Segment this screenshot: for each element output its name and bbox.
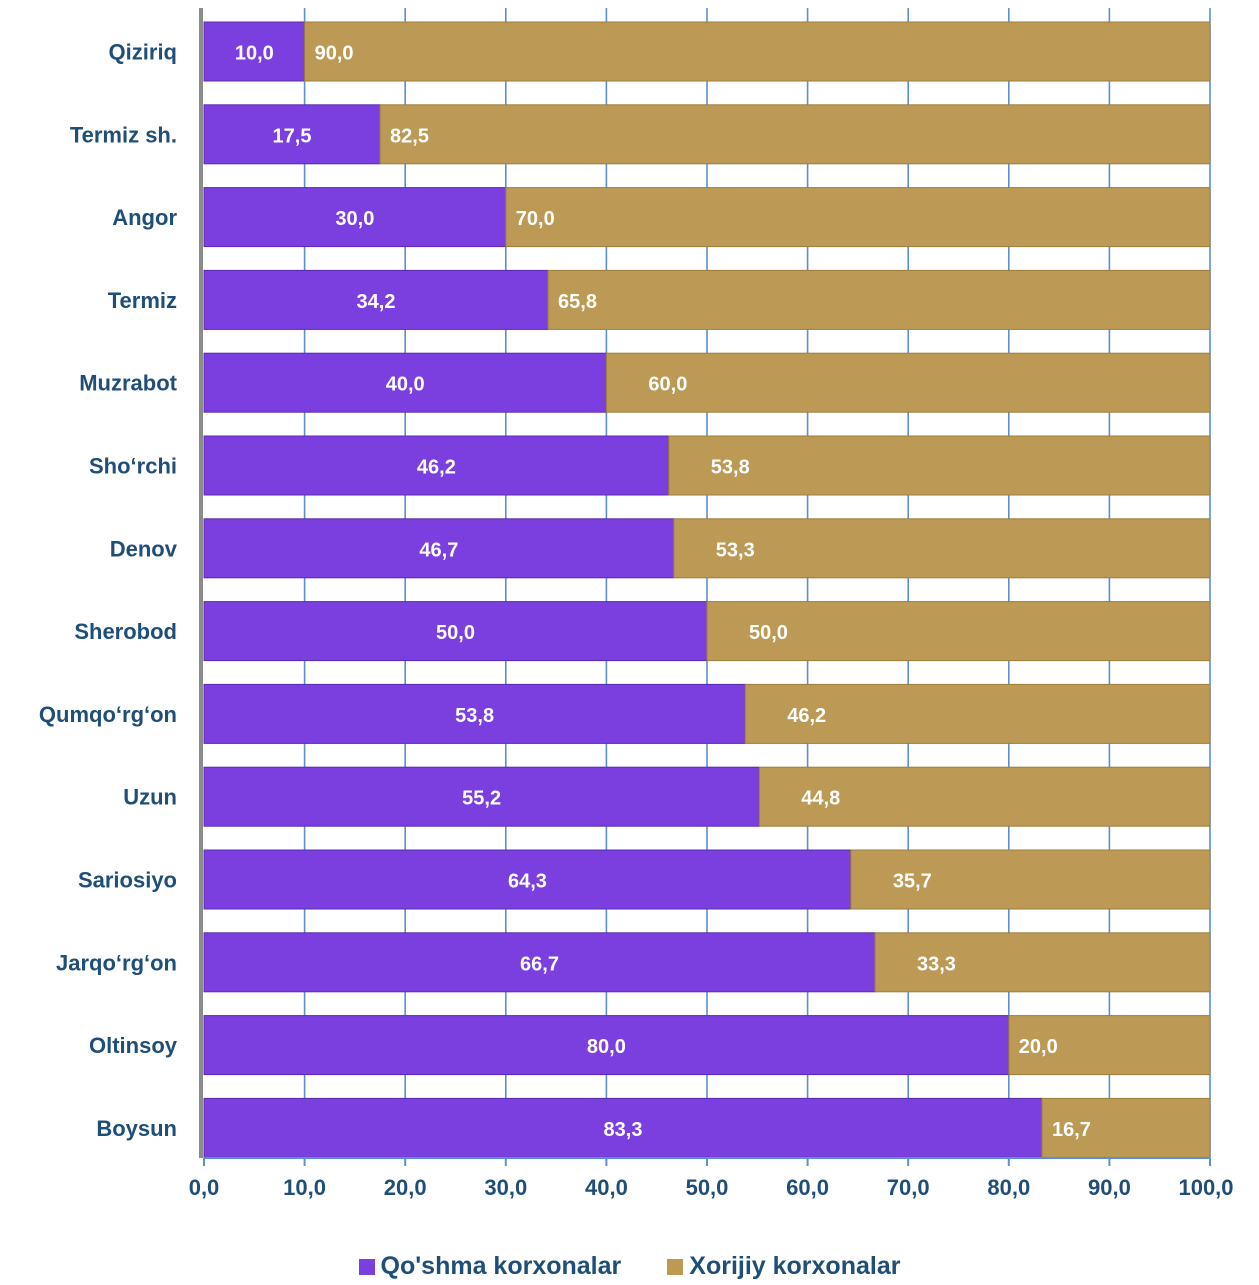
bar-segment-joint [203,352,607,413]
x-tick-label: 10,0 [283,1175,326,1200]
bar-segment-foreign [850,849,1211,910]
data-label-foreign: 53,3 [716,539,755,561]
legend-swatch-joint [358,1258,375,1275]
bar-segment-joint [203,518,675,579]
x-tick-label: 90,0 [1088,1175,1131,1200]
data-label-foreign: 44,8 [801,788,840,810]
x-tick-label: 20,0 [384,1175,427,1200]
data-label-foreign: 90,0 [315,43,354,65]
data-label-foreign: 16,7 [1052,1119,1091,1141]
data-label-joint: 30,0 [335,208,374,230]
x-tick-label: 40,0 [585,1175,628,1200]
bar-segment-joint [203,849,852,910]
category-label: Sho‘rchi [89,454,177,479]
data-label-foreign: 50,0 [749,622,788,644]
axes: 0,0 10,0 20,0 30,0 40,0 50,0 60,0 70,0 80,0 90,0 1… [189,8,1234,1200]
bar-segment-joint [203,435,670,496]
data-label-joint: 10,0 [235,43,274,65]
data-label-joint: 83,3 [604,1119,643,1141]
bar-segment-foreign [1041,1097,1211,1158]
x-tick-label: 80,0 [987,1175,1030,1200]
category-label: Angor [112,205,177,230]
category-label: Muzrabot [79,371,177,396]
data-label-joint: 46,2 [417,457,456,479]
data-label-foreign: 82,5 [390,125,429,147]
bar-segment-foreign [505,187,1211,248]
bar-segment-foreign [758,766,1211,827]
data-label-foreign: 46,2 [787,705,826,727]
category-label: Sherobod [74,619,177,644]
category-label: Jarqo‘rg‘on [56,950,177,975]
x-tick-label: 60,0 [786,1175,829,1200]
data-label-foreign: 60,0 [648,374,687,396]
bar-segment-foreign [706,601,1211,662]
category-label: Boysun [96,1116,177,1141]
x-tick-label: 100,0 [1178,1175,1233,1200]
stacked-bar-chart: 0,0 10,0 20,0 30,0 40,0 50,0 60,0 70,0 80,0 90,0 1… [39,8,1234,1200]
legend: Qo'shma korxonalar Xorijiy korxonalar [0,1252,1259,1281]
data-label-foreign: 20,0 [1019,1036,1058,1058]
bar-segment-joint [203,766,760,827]
category-label: Termiz [108,288,177,313]
data-label-joint: 66,7 [520,953,559,975]
category-label: Termiz sh. [70,122,177,147]
data-label-joint: 17,5 [273,125,312,147]
category-label: Sariosiyo [78,868,177,893]
bar-segment-joint [203,187,507,248]
x-tick-label: 30,0 [484,1175,527,1200]
data-label-foreign: 53,8 [711,457,750,479]
category-label: Oltinsoy [89,1033,178,1058]
bar-segment-joint [203,683,746,744]
bar-segment-foreign [379,104,1211,165]
bar-segment-foreign [668,435,1211,496]
bar-segment-foreign [874,932,1211,993]
data-label-foreign: 65,8 [558,291,597,313]
legend-item-joint: Qo'shma korxonalar [358,1252,622,1281]
data-label-joint: 46,7 [419,539,458,561]
legend-label-foreign: Xorijiy korxonalar [689,1252,901,1280]
x-tick-label: 70,0 [887,1175,930,1200]
category-label: Qiziriq [109,40,177,65]
data-label-joint: 53,8 [455,705,494,727]
legend-label-joint: Qo'shma korxonalar [380,1252,622,1280]
legend-item-foreign: Xorijiy korxonalar [667,1252,900,1281]
data-label-joint: 40,0 [386,374,425,396]
bars [203,21,1211,1158]
data-label-foreign: 35,7 [893,871,932,893]
category-label: Denov [110,536,178,561]
bar-segment-joint [203,1015,1010,1076]
x-tick-label: 50,0 [686,1175,729,1200]
data-label-joint: 64,3 [508,871,547,893]
data-label-foreign: 70,0 [516,208,555,230]
bar-segment-joint [203,104,381,165]
data-label-joint: 50,0 [436,622,475,644]
legend-swatch-foreign [667,1258,684,1275]
bar-segment-joint [203,1097,1043,1158]
x-tick-label: 0,0 [189,1175,220,1200]
category-label: Qumqo‘rg‘on [39,702,177,727]
labels: Qiziriq 10,0 90,0 Termiz sh. 17,5 82,5 Angor 30… [39,40,1091,1141]
bar-segment-foreign [547,269,1211,330]
y-axis [199,8,203,1158]
data-label-joint: 34,2 [357,291,396,313]
bar-segment-foreign [744,683,1211,744]
bar-segment-joint [203,932,876,993]
bar-segment-joint [203,601,708,662]
bar-segment-foreign [605,352,1211,413]
bar-segment-foreign [304,21,1211,82]
bar-segment-foreign [673,518,1211,579]
bar-segment-foreign [1008,1015,1211,1076]
data-label-joint: 80,0 [587,1036,626,1058]
bar-segment-joint [203,269,549,330]
data-label-foreign: 33,3 [917,953,956,975]
data-label-joint: 55,2 [462,788,501,810]
category-label: Uzun [123,785,177,810]
